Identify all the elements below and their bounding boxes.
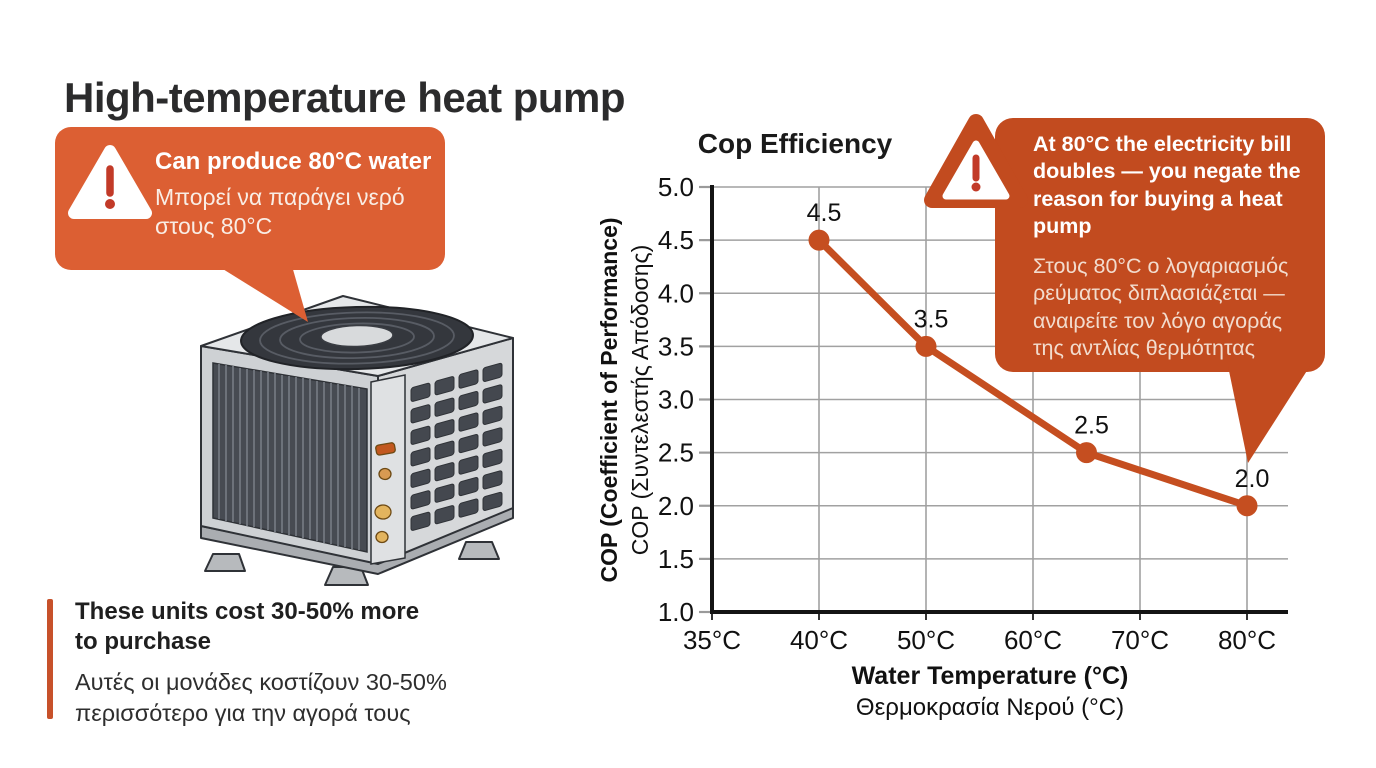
callout-right-title: At 80°C the electricity bill doubles — y… bbox=[1033, 132, 1301, 238]
data-point bbox=[808, 229, 830, 251]
pump-foot bbox=[204, 553, 246, 572]
y-tick-label: 4.5 bbox=[658, 225, 694, 255]
y-tick-label: 4.0 bbox=[658, 278, 694, 308]
page-title: High-temperature heat pump bbox=[64, 74, 626, 122]
callout-left-subtitle-greek: Μπορεί να παράγει νερό στους 80°C bbox=[155, 184, 405, 239]
fan-hub bbox=[320, 324, 394, 348]
brass-fitting bbox=[378, 467, 392, 481]
y-tick-label: 3.0 bbox=[658, 385, 694, 415]
side-grille bbox=[410, 362, 503, 531]
callout-can-produce-80c: Can produce 80°C water Μπορεί να παράγει… bbox=[55, 127, 445, 270]
y-tick-label: 1.0 bbox=[658, 597, 694, 627]
y-axis-label: COP (Coefficient of Performance) COP (Συ… bbox=[594, 160, 656, 640]
warning-icon bbox=[68, 145, 152, 219]
y-tick-label: 5.0 bbox=[658, 172, 694, 202]
data-point bbox=[1236, 495, 1258, 517]
heat-pump-illustration bbox=[200, 295, 514, 586]
cop-line bbox=[815, 236, 1251, 510]
data-point-label: 4.5 bbox=[807, 199, 842, 227]
data-point-label: 2.0 bbox=[1235, 465, 1270, 493]
cost-note-title: These units cost 30-50% more to purchase bbox=[75, 598, 420, 656]
callout-right-subtitle-greek: Στους 80°C ο λογαριασμός ρεύματος διπλασ… bbox=[1033, 254, 1289, 361]
y-tick-label: 1.5 bbox=[658, 544, 694, 574]
y-tick-label: 3.5 bbox=[658, 331, 694, 361]
fan-grille bbox=[240, 305, 474, 371]
brass-fitting bbox=[375, 530, 389, 544]
front-grille-slats bbox=[218, 364, 360, 550]
x-tick-label: 80°C bbox=[1218, 625, 1276, 655]
x-tick-label: 35°C bbox=[683, 625, 741, 655]
data-point-label: 2.5 bbox=[1074, 412, 1109, 440]
x-tick-label: 70°C bbox=[1111, 625, 1169, 655]
cost-note: These units cost 30-50% more to purchase… bbox=[75, 597, 505, 729]
x-axis-label-el: Θερμοκρασία Νερού (°C) bbox=[855, 694, 1125, 721]
data-point bbox=[1076, 442, 1097, 464]
pipe-fittings bbox=[374, 442, 396, 544]
y-axis-label-el: COP (Συντελεστής Απόδοσης) bbox=[627, 244, 653, 556]
callout-left-title: Can produce 80°C water bbox=[155, 148, 432, 175]
y-tick-label: 2.0 bbox=[658, 491, 694, 521]
cost-note-subtitle-greek: Αυτές οι μονάδες κοστίζουν 30-50% περισσ… bbox=[75, 669, 447, 727]
copper-fitting bbox=[375, 442, 396, 456]
y-tick-label: 2.5 bbox=[658, 438, 694, 468]
data-point bbox=[915, 335, 937, 357]
note-accent-bar bbox=[47, 599, 53, 719]
chart-title: Cop Efficiency bbox=[697, 128, 893, 159]
brass-fitting bbox=[374, 504, 392, 520]
x-tick-label: 40°C bbox=[790, 625, 848, 655]
x-axis-label-en: Water Temperature (°C) bbox=[851, 662, 1129, 690]
x-tick-label: 60°C bbox=[1004, 625, 1062, 655]
callout-electricity-bill: At 80°C the electricity bill doubles — y… bbox=[995, 118, 1325, 372]
x-axis-label: Water Temperature (°C) Θερμοκρασία Νερού… bbox=[780, 661, 1200, 723]
x-tick-label: 50°C bbox=[897, 625, 955, 655]
pump-foot bbox=[458, 541, 500, 560]
data-point-label: 3.5 bbox=[914, 305, 949, 333]
y-axis-label-en: COP (Coefficient of Performance) bbox=[596, 217, 622, 583]
